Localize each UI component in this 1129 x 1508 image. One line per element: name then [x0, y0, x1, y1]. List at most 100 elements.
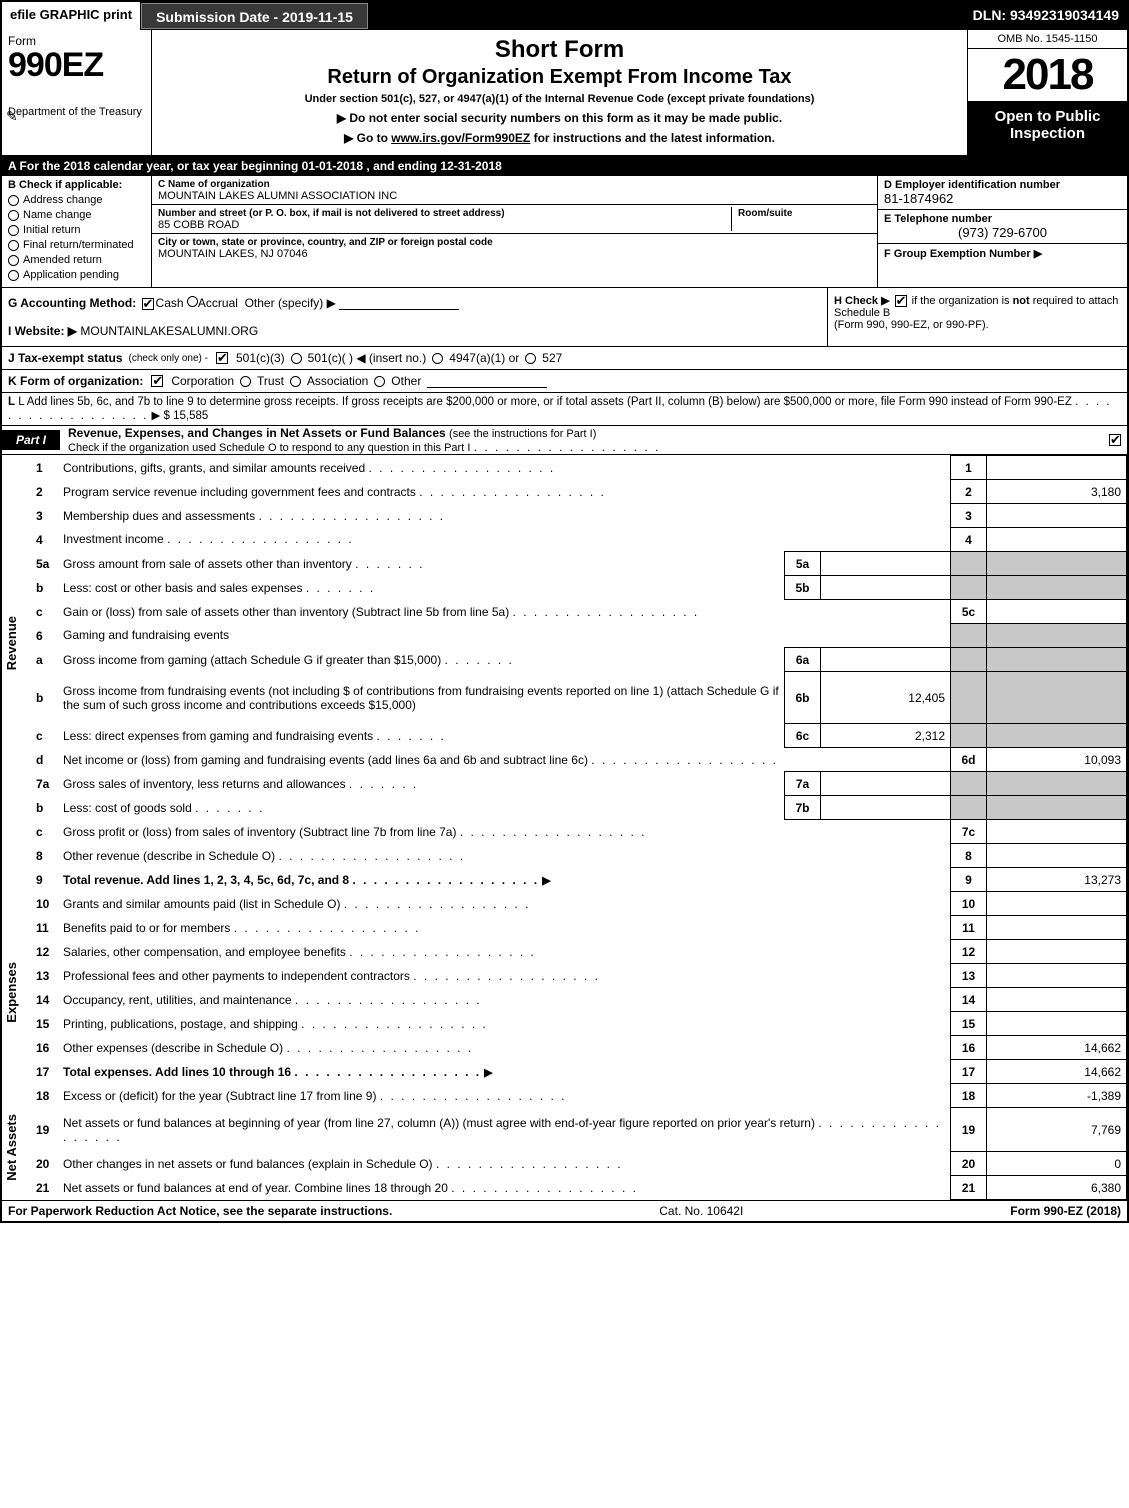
k-label: K Form of organization: — [8, 374, 143, 388]
line-description: Gross income from fundraising events (no… — [58, 672, 785, 724]
line-description: Gross sales of inventory, less returns a… — [58, 772, 785, 796]
j-527: 527 — [542, 351, 562, 365]
footer-left: For Paperwork Reduction Act Notice, see … — [8, 1204, 392, 1218]
table-row: 5aGross amount from sale of assets other… — [2, 552, 1127, 576]
cb-h[interactable] — [895, 295, 907, 307]
table-row: 8Other revenue (describe in Schedule O) … — [2, 844, 1127, 868]
efile-print-link[interactable]: efile GRAPHIC print — [2, 2, 140, 30]
cb-trust[interactable] — [240, 376, 251, 387]
table-row: 20Other changes in net assets or fund ba… — [2, 1152, 1127, 1176]
cb-amended-return[interactable]: Amended return — [8, 254, 145, 266]
line-value — [987, 552, 1127, 576]
room-label: Room/suite — [738, 208, 792, 219]
cb-name-change[interactable]: Name change — [8, 209, 145, 221]
phone-value: (973) 729-6700 — [884, 225, 1121, 240]
topbar: efile GRAPHIC print Submission Date - 20… — [2, 2, 1127, 30]
cb-association[interactable] — [290, 376, 301, 387]
cb-other-org[interactable] — [374, 376, 385, 387]
part1-tag: Part I — [2, 430, 60, 450]
part1-sub: (see the instructions for Part I) — [449, 428, 596, 440]
line-description: Gain or (loss) from sale of assets other… — [58, 600, 951, 624]
period-begin: 01-01-2018 — [302, 159, 363, 173]
line-value: 7,769 — [987, 1108, 1127, 1152]
table-row: 19Net assets or fund balances at beginni… — [2, 1108, 1127, 1152]
line-description: Gross amount from sale of assets other t… — [58, 552, 785, 576]
period-mid: , and ending — [363, 159, 440, 173]
footer-right: Form 990-EZ (2018) — [1010, 1204, 1121, 1218]
org-name: MOUNTAIN LAKES ALUMNI ASSOCIATION INC — [158, 190, 397, 202]
table-row: cGross profit or (loss) from sales of in… — [2, 820, 1127, 844]
sub-line-value — [821, 552, 951, 576]
table-row: 11Benefits paid to or for members 11 — [2, 916, 1127, 940]
cb-schedule-o[interactable] — [1109, 434, 1121, 446]
cb-501c[interactable] — [291, 353, 302, 364]
cb-initial-return[interactable]: Initial return — [8, 224, 145, 236]
cb-address-change[interactable]: Address change — [8, 194, 145, 206]
period-pre: A For the 2018 calendar year, or tax yea… — [8, 159, 302, 173]
k-other-input[interactable] — [427, 374, 547, 388]
cb-527[interactable] — [525, 353, 536, 364]
line-description: Net assets or fund balances at end of ye… — [58, 1176, 951, 1200]
cb-cash[interactable] — [142, 298, 154, 310]
table-row: 6Gaming and fundraising events — [2, 624, 1127, 648]
table-row: dNet income or (loss) from gaming and fu… — [2, 748, 1127, 772]
line-value: 14,662 — [987, 1060, 1127, 1084]
sub-line-number: 7a — [785, 772, 821, 796]
e-label: E Telephone number — [884, 213, 992, 225]
sub-line-number: 6c — [785, 724, 821, 748]
sub-line-number: 6a — [785, 648, 821, 672]
line-value — [987, 456, 1127, 480]
website-value[interactable]: MOUNTAINLAKESALUMNI.ORG — [80, 324, 258, 338]
d-label: D Employer identification number — [884, 179, 1060, 191]
line-description: Occupancy, rent, utilities, and maintena… — [58, 988, 951, 1012]
table-row: 12Salaries, other compensation, and empl… — [2, 940, 1127, 964]
l-row: L L Add lines 5b, 6c, and 7b to line 9 t… — [2, 393, 1127, 426]
line-number: 20 — [26, 1152, 58, 1176]
line-value — [987, 624, 1127, 648]
right-line-number: 1 — [951, 456, 987, 480]
irs-link[interactable]: www.irs.gov/Form990EZ — [391, 131, 530, 145]
cb-corporation[interactable] — [151, 375, 163, 387]
line-value — [987, 600, 1127, 624]
cb-4947[interactable] — [432, 353, 443, 364]
line-number: 5a — [26, 552, 58, 576]
g-other-input[interactable] — [339, 296, 459, 310]
g-label: G Accounting Method: — [8, 296, 136, 310]
l-value: 15,585 — [173, 410, 208, 422]
part1-dots — [474, 440, 661, 454]
g-cash: Cash — [156, 296, 184, 310]
b-label: B Check if applicable: — [8, 179, 145, 191]
line-description: Benefits paid to or for members — [58, 916, 951, 940]
line-number: 16 — [26, 1036, 58, 1060]
expenses-label: Expenses — [4, 962, 19, 1023]
table-row: 4Investment income 4 — [2, 528, 1127, 552]
line-value — [987, 988, 1127, 1012]
l-arrow: ▶ $ — [151, 410, 169, 422]
line-description: Other changes in net assets or fund bala… — [58, 1152, 951, 1176]
table-row: 15Printing, publications, postage, and s… — [2, 1012, 1127, 1036]
cb-accrual[interactable] — [187, 296, 198, 307]
line-description: Gross profit or (loss) from sales of inv… — [58, 820, 951, 844]
right-line-number: 8 — [951, 844, 987, 868]
g-other: Other (specify) ▶ — [245, 296, 336, 310]
right-line-number: 4 — [951, 528, 987, 552]
line-value — [987, 528, 1127, 552]
right-line-number: 15 — [951, 1012, 987, 1036]
line-number: 9 — [26, 868, 58, 892]
cb-final-return[interactable]: Final return/terminated — [8, 239, 145, 251]
submission-date-button[interactable]: Submission Date - 2019-11-15 — [141, 3, 368, 29]
table-row: aGross income from gaming (attach Schedu… — [2, 648, 1127, 672]
part1-header: Part I Revenue, Expenses, and Changes in… — [2, 426, 1127, 455]
right-line-number: 17 — [951, 1060, 987, 1084]
cb-501c3[interactable] — [216, 352, 228, 364]
line-number: c — [26, 820, 58, 844]
line-value: 3,180 — [987, 480, 1127, 504]
header-left: Form 990EZ ✎ Department of the Treasury — [2, 30, 152, 155]
right-line-number: 18 — [951, 1084, 987, 1108]
table-row: bLess: cost or other basis and sales exp… — [2, 576, 1127, 600]
line-number: a — [26, 648, 58, 672]
table-row: 21Net assets or fund balances at end of … — [2, 1176, 1127, 1200]
footer: For Paperwork Reduction Act Notice, see … — [2, 1200, 1127, 1221]
cb-application-pending[interactable]: Application pending — [8, 269, 145, 281]
dln-label: DLN: 93492319034149 — [965, 2, 1127, 30]
